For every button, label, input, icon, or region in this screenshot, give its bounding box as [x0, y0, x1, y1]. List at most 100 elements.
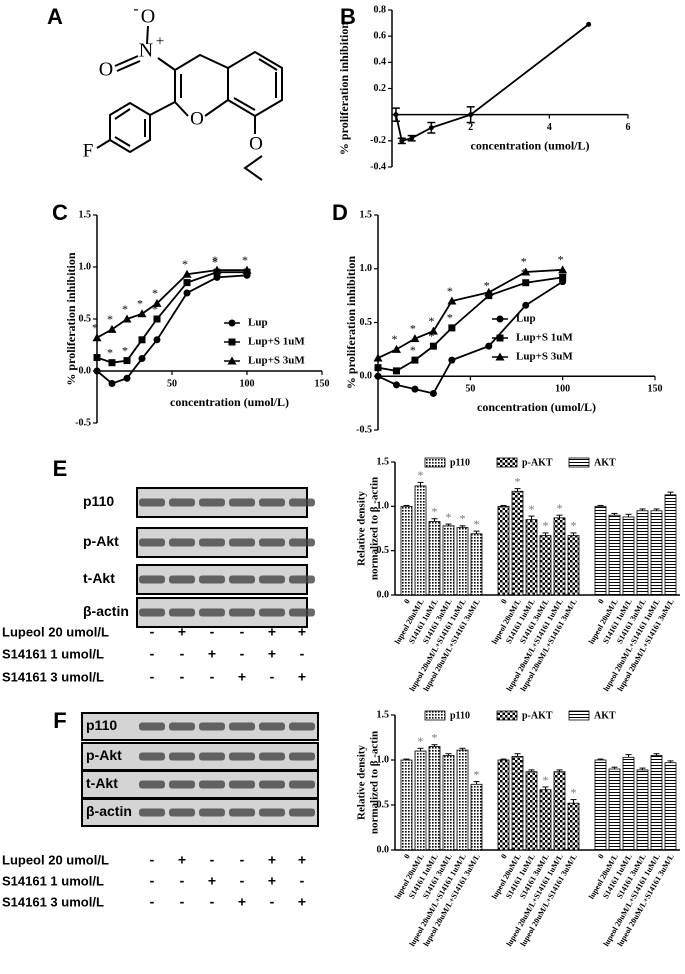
legend-label: p110	[450, 457, 470, 468]
significance: *	[212, 253, 218, 267]
bar	[442, 755, 455, 851]
treatment-sign: +	[238, 669, 246, 685]
category-label: 0	[402, 852, 412, 860]
significance: *	[460, 512, 466, 526]
marker	[391, 344, 401, 353]
blot-label: t-Akt	[83, 570, 115, 586]
marker	[586, 21, 592, 27]
band	[139, 780, 165, 789]
marker	[447, 296, 457, 305]
treatment-sign: -	[240, 873, 245, 889]
line	[96, 274, 248, 385]
blot-label: t-Akt	[86, 775, 118, 791]
marker	[411, 356, 419, 364]
treatment-sign: -	[300, 646, 305, 662]
y-tick-label: 1.5	[360, 209, 373, 220]
bar	[567, 802, 580, 851]
y-tick-label: -0.2	[370, 135, 386, 146]
x-tick-label: 50	[465, 384, 475, 395]
band	[229, 498, 255, 507]
bar	[497, 759, 510, 851]
category-label: 0	[402, 597, 412, 605]
band	[289, 608, 315, 617]
y-axis-label: % proliferation inhibition	[344, 256, 358, 389]
x-tick-label: 150	[315, 378, 330, 389]
marker	[182, 269, 192, 278]
band	[259, 538, 285, 547]
band	[229, 722, 255, 731]
bond	[114, 108, 131, 120]
significance: *	[410, 343, 416, 357]
y-tick-label: 1.5	[79, 209, 92, 220]
treatment-sign: -	[210, 669, 215, 685]
significance: *	[212, 255, 218, 269]
marker	[137, 309, 147, 318]
band	[289, 575, 315, 584]
blot-label: β-actin	[83, 603, 129, 619]
treatment-sign: -	[210, 624, 215, 640]
y-axis-label: Relative density	[356, 745, 368, 820]
bond	[149, 101, 176, 116]
structure: O - N + O O F O	[83, 1, 283, 181]
significance: *	[543, 773, 549, 787]
x-axis-label: concentration (umol/L)	[471, 138, 590, 152]
y-tick-label: 0.2	[374, 83, 387, 94]
legend-label: Lup+S 3uM	[248, 355, 305, 367]
band	[199, 752, 225, 761]
band	[139, 538, 165, 547]
bond	[157, 57, 176, 71]
marker	[448, 324, 456, 332]
treatment-sign: +	[268, 873, 276, 889]
x-tick-label: 50	[167, 378, 177, 389]
band	[199, 780, 225, 789]
significance: *	[242, 253, 248, 267]
blot-label: p-Akt	[83, 533, 119, 549]
marker	[392, 367, 400, 375]
treatment-sign: -	[210, 894, 215, 910]
legend-label: AKT	[594, 710, 616, 721]
bond	[146, 25, 149, 45]
bar	[525, 519, 538, 596]
band	[259, 498, 285, 507]
treatment-sign: +	[268, 624, 276, 640]
treatment-label: Lupeol 20 umol/L	[2, 852, 109, 867]
significance: *	[484, 278, 490, 292]
marker	[227, 356, 237, 365]
marker	[429, 389, 437, 397]
band	[139, 752, 165, 761]
legend-swatch	[496, 710, 518, 721]
treatment-sign: -	[300, 873, 305, 889]
y-axis-label: normalized to β -actin	[369, 731, 381, 834]
y-tick-label: -0.5	[75, 417, 91, 428]
x-axis-label: concentration (umol/L)	[170, 395, 289, 409]
treatment-sign: -	[150, 894, 155, 910]
treatment-sign: -	[270, 894, 275, 910]
marker	[92, 333, 102, 342]
y-tick-label: 1.5	[377, 709, 390, 720]
panel-label: A	[47, 4, 63, 29]
marker	[485, 342, 493, 350]
x-tick-label: 100	[240, 378, 255, 389]
significance: *	[571, 785, 577, 799]
line	[96, 269, 247, 339]
significance: *	[152, 302, 158, 316]
legend-swatch	[496, 457, 518, 468]
bar	[636, 769, 649, 851]
y-tick-label: 0.0	[79, 365, 92, 376]
treatment-label: S14161 1 umol/L	[2, 646, 104, 661]
bar	[428, 746, 441, 851]
marker	[522, 301, 530, 309]
legend-label: p-AKT	[522, 457, 553, 468]
legend-label: Lup	[248, 317, 268, 329]
bar	[594, 759, 607, 851]
bar	[539, 535, 552, 596]
marker	[183, 289, 191, 297]
y-tick-label: 1.0	[79, 261, 92, 272]
treatment-label: S14161 3 umol/L	[2, 894, 104, 909]
panel-label: B	[340, 4, 356, 29]
atom: O	[141, 6, 155, 28]
marker	[108, 379, 116, 387]
bond	[96, 139, 111, 149]
significance: *	[122, 302, 128, 316]
y-axis-label: % proliferation inhibition	[64, 252, 78, 385]
